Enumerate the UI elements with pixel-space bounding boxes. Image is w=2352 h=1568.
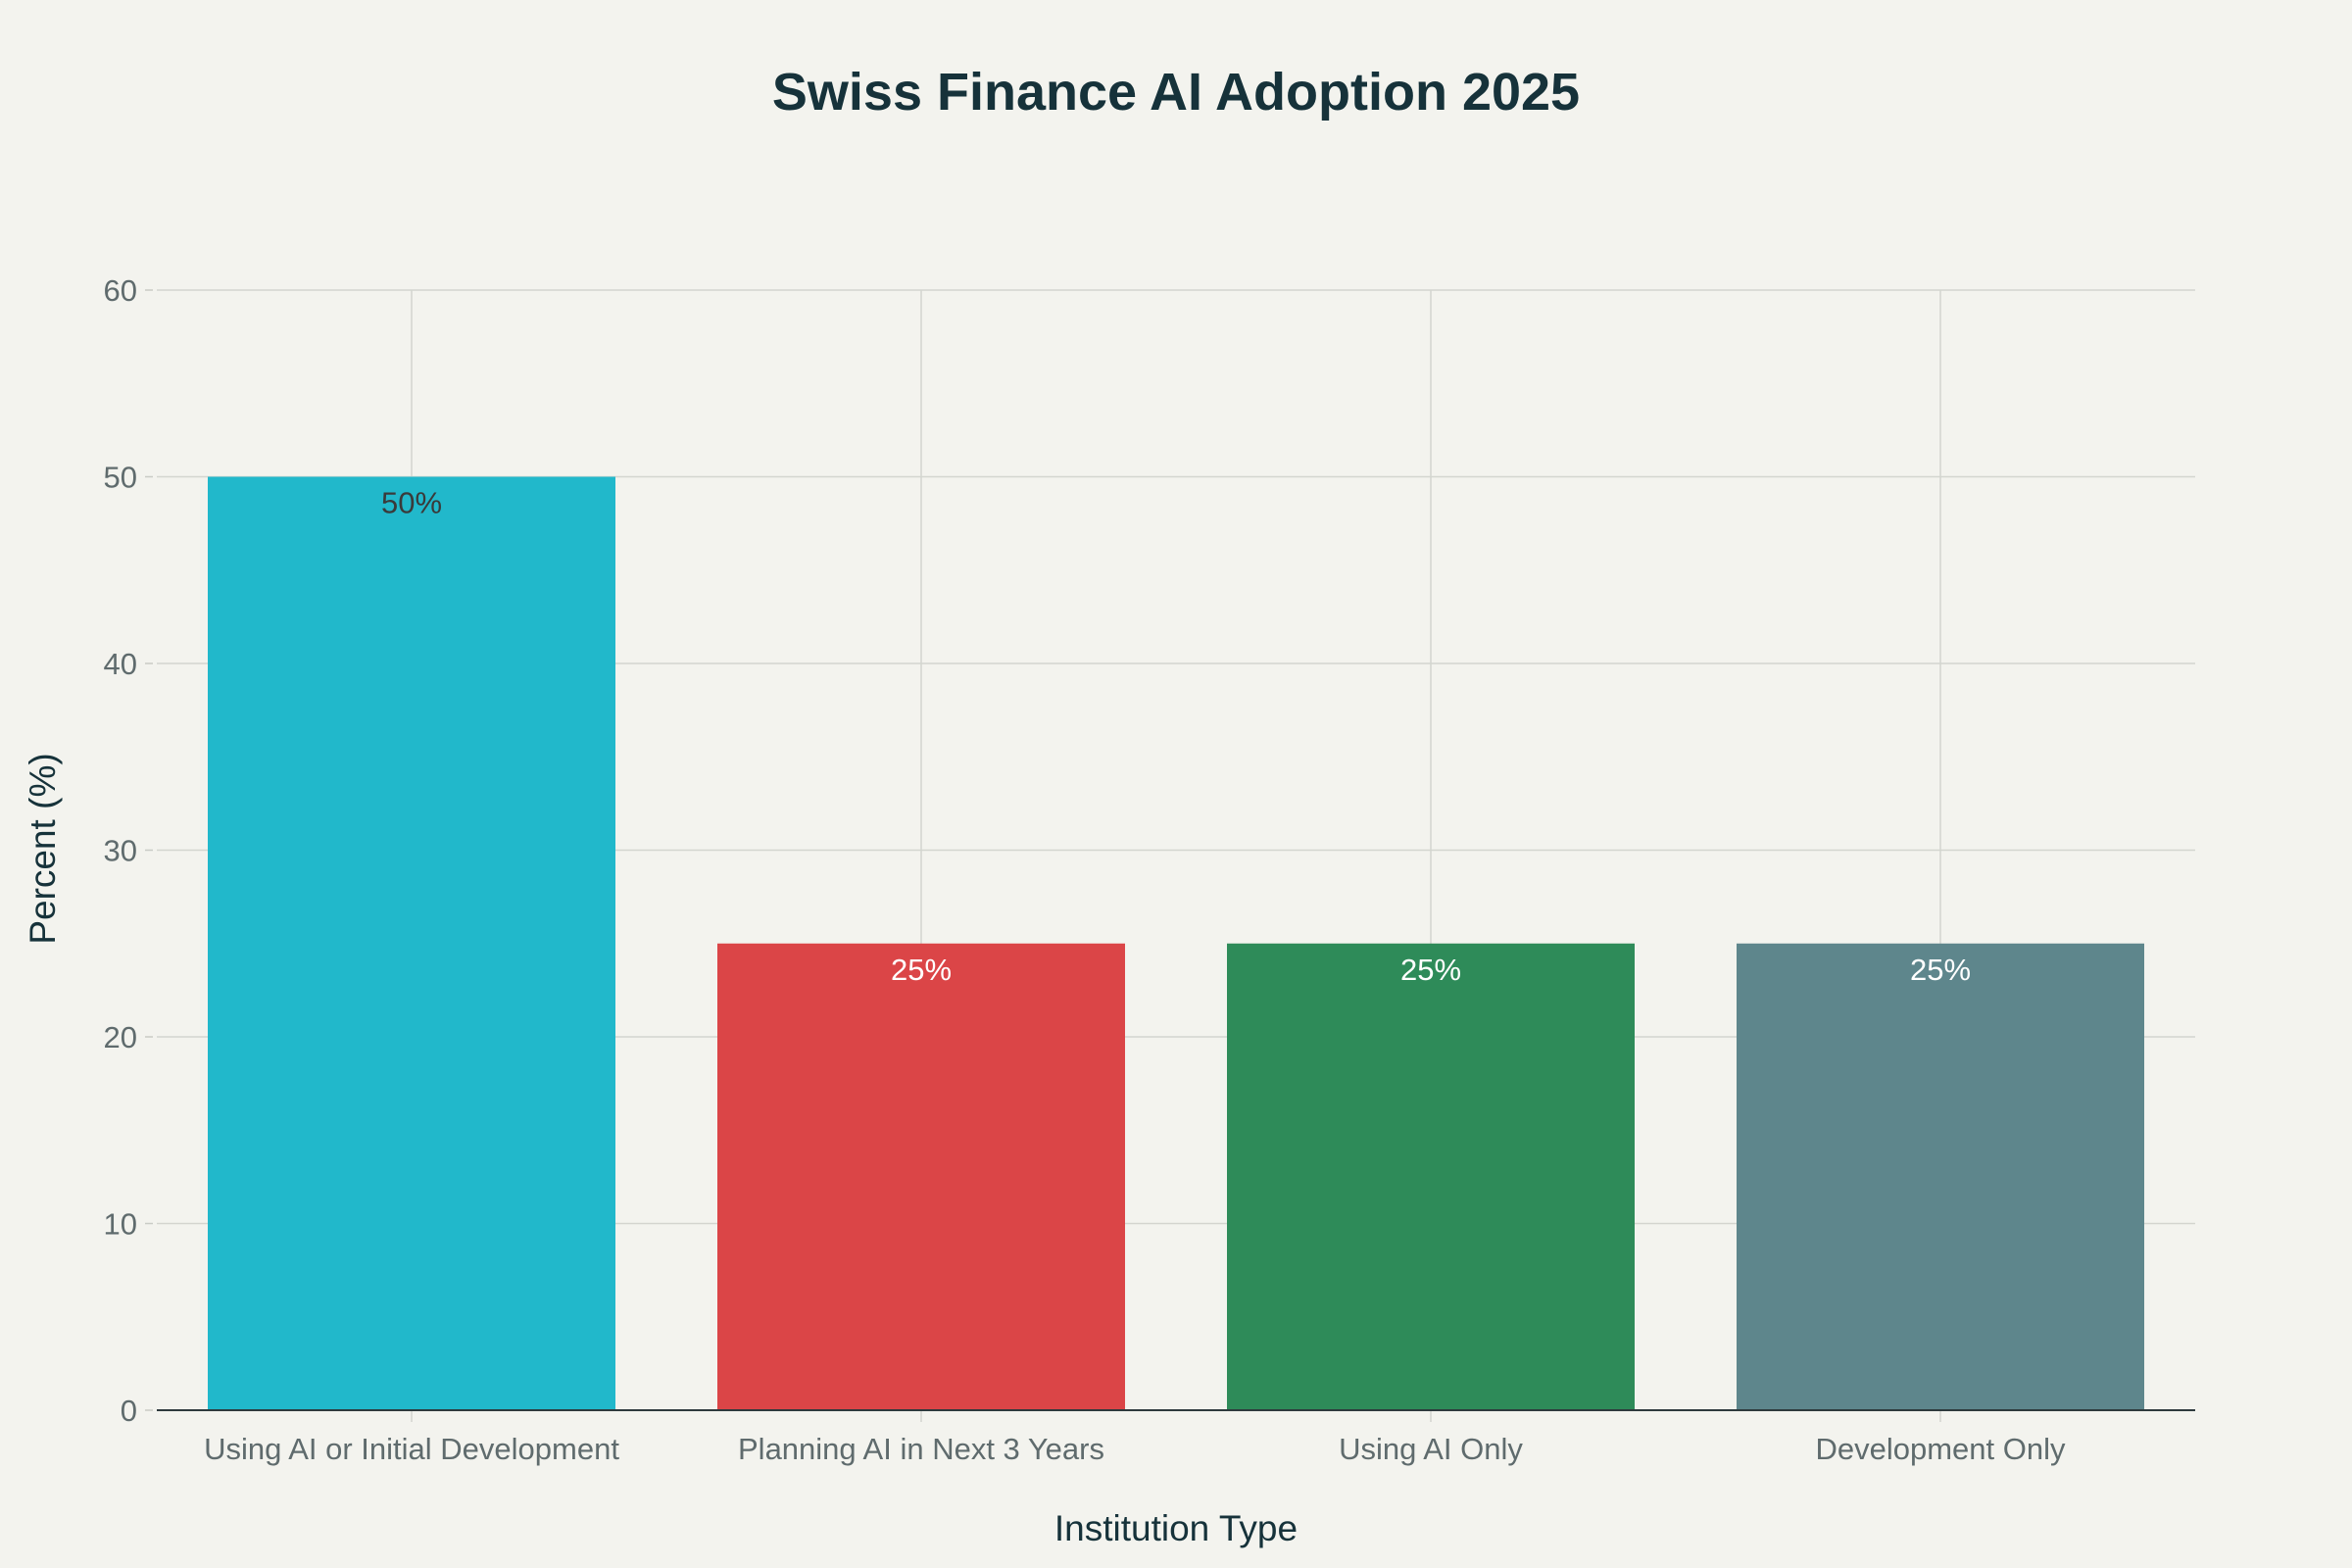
chart-title: Swiss Finance AI Adoption 2025 [772, 63, 1580, 122]
y-tick-label: 10 [104, 1207, 137, 1242]
y-tick-label: 60 [104, 273, 137, 308]
data-label-3: 25% [1400, 953, 1461, 987]
bar-1 [208, 476, 615, 1410]
x-tick-label: Planning AI in Next 3 Years [738, 1432, 1104, 1466]
data-label-1: 50% [381, 486, 442, 520]
x-tick-label: Using AI Only [1339, 1432, 1523, 1466]
x-axis-title: Institution Type [1054, 1508, 1298, 1548]
data-label-4: 25% [1910, 953, 1971, 987]
bar-4 [1737, 943, 2144, 1410]
label-layer: 50% 25% 25% 25% [381, 486, 1971, 987]
y-axis-title: Percent (%) [23, 753, 63, 944]
y-tick-label: 50 [104, 461, 137, 495]
y-tick-label: 0 [121, 1394, 137, 1428]
x-tick-label: Development Only [1815, 1432, 2066, 1466]
y-tick-label: 30 [104, 834, 137, 868]
y-tick-label: 20 [104, 1020, 137, 1054]
y-tick-label: 40 [104, 647, 137, 681]
bar-layer [208, 476, 2144, 1410]
axis-layer: 0 10 20 30 40 50 60 Using AI or Initial Develop… [104, 273, 2195, 1466]
bar-2 [717, 943, 1125, 1410]
bar-3 [1227, 943, 1635, 1410]
x-tick-label: Using AI or Initial Development [204, 1432, 619, 1466]
data-label-2: 25% [891, 953, 952, 987]
